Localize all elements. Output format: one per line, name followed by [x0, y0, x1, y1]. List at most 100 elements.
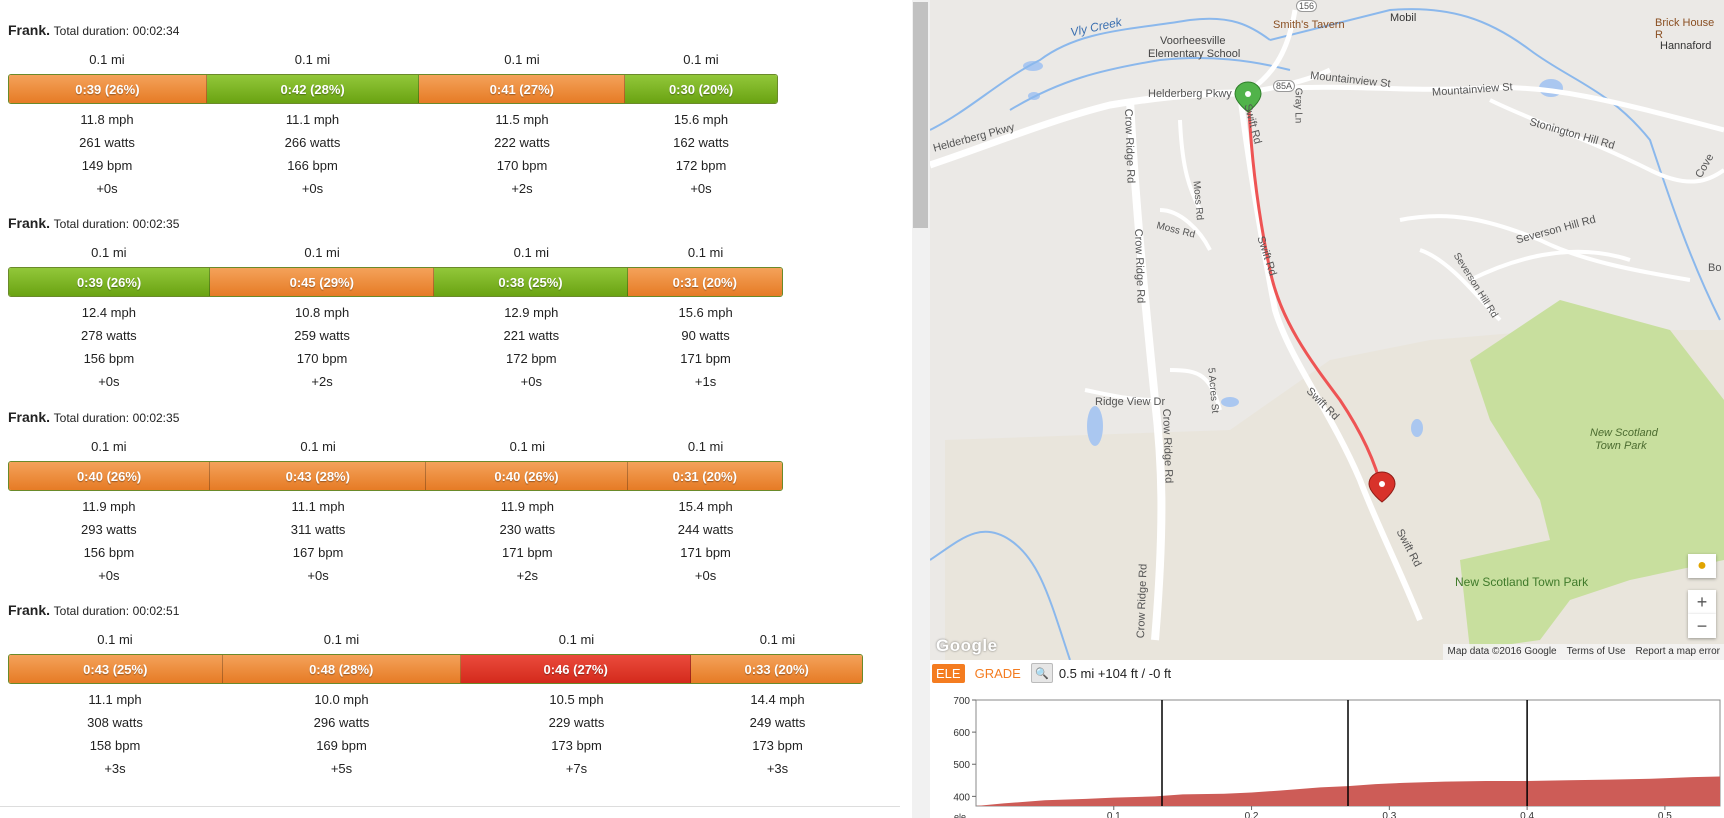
zoom-in-button[interactable]: +	[1688, 590, 1716, 614]
split-speed: 11.9 mph	[500, 499, 554, 514]
split-distance: 0.1 mi	[323, 632, 360, 647]
split-time-segment[interactable]: 0:31 (20%)	[627, 462, 782, 490]
split-time-segment[interactable]: 0:48 (28%)	[222, 655, 461, 683]
heart-rate-row: 156 bpm 170 bpm 172 bpm 171 bpm	[8, 347, 783, 370]
split-watts: 266 watts	[284, 135, 341, 150]
zoom-out-button[interactable]: −	[1688, 614, 1716, 638]
total-duration-label: Total duration:	[53, 24, 130, 38]
speed-row: 11.9 mph 11.1 mph 11.9 mph 15.4 mph	[8, 495, 783, 518]
split-time-segment[interactable]: 0:43 (25%)	[9, 655, 223, 683]
split-time-delta: +0s	[694, 568, 717, 583]
zoom-magnifier-icon[interactable]: 🔍	[1030, 663, 1053, 683]
split-time-bar: 0:39 (26%) 0:45 (29%) 0:38 (25%) 0:31 (20%)	[8, 267, 783, 297]
split-heart-rate: 170 bpm	[496, 158, 548, 173]
split-speed: 11.9 mph	[82, 499, 136, 514]
report-map-error-link[interactable]: Report a map error	[1635, 646, 1720, 657]
split-time-segment[interactable]: 0:38 (25%)	[434, 268, 628, 296]
split-time-segment[interactable]: 0:30 (20%)	[625, 75, 777, 103]
split-time-segment[interactable]: 0:40 (26%)	[9, 462, 211, 490]
split-time-delta: +0s	[307, 568, 329, 583]
split-distance: 0.1 mi	[509, 439, 546, 454]
map-label-mobil: Mobil	[1390, 12, 1417, 24]
split-watts: 308 watts	[87, 715, 143, 730]
split-time-segment[interactable]: 0:40 (26%)	[426, 462, 628, 490]
tab-grade[interactable]: GRADE	[974, 665, 1021, 681]
split-watts: 230 watts	[499, 522, 556, 537]
split-watts: 261 watts	[79, 135, 135, 150]
split-time-segment[interactable]: 0:31 (20%)	[627, 268, 782, 296]
split-speed: 14.4 mph	[750, 692, 805, 707]
speed-row: 12.4 mph 10.8 mph 12.9 mph 15.6 mph	[8, 301, 783, 324]
split-heart-rate: 171 bpm	[680, 351, 731, 366]
x-tick-label: 0.4	[1520, 811, 1534, 818]
split-time-segment[interactable]: 0:41 (27%)	[419, 75, 626, 103]
watts-row: 261 watts 266 watts 222 watts 162 watts	[8, 131, 778, 154]
x-tick-label: 0.1	[1107, 811, 1121, 818]
split-distance: 0.1 mi	[89, 52, 125, 67]
split-distance: 0.1 mi	[513, 245, 550, 260]
time-delta-row: +0s +0s +2s +0s	[8, 177, 778, 200]
split-time-segment[interactable]: 0:46 (27%)	[460, 655, 692, 683]
athlete-name[interactable]: Frank.	[8, 22, 51, 38]
split-time-delta: +0s	[96, 181, 118, 196]
y-tick-label: 500	[953, 760, 970, 771]
terms-of-use-link[interactable]: Terms of Use	[1566, 646, 1626, 657]
split-time-delta: +5s	[330, 761, 353, 776]
effort-block: Frank. Total duration: 00:02:35 0.1 mi 0.1…	[8, 215, 783, 393]
map-label-new-scotland-2: Town Park	[1595, 440, 1647, 452]
split-time-segment[interactable]: 0:39 (26%)	[9, 75, 207, 103]
map-panel: Vly Creek Smith's Tavern Mobil Brick Hou…	[930, 0, 1724, 818]
heart-rate-row: 149 bpm 166 bpm 170 bpm 172 bpm	[8, 154, 778, 177]
split-heart-rate: 166 bpm	[287, 158, 338, 173]
effort-header: Frank. Total duration: 00:02:51	[8, 602, 863, 622]
athlete-name[interactable]: Frank.	[8, 602, 51, 618]
split-time-segment[interactable]: 0:39 (26%)	[9, 268, 211, 296]
x-tick-label: 0.2	[1245, 811, 1259, 818]
distance-row: 0.1 mi 0.1 mi 0.1 mi 0.1 mi	[8, 628, 863, 651]
street-view-pegman-icon[interactable]: ●	[1688, 554, 1716, 578]
elevation-toolbar: ELE GRADE 🔍 0.5 mi +104 ft / -0 ft	[932, 663, 1171, 683]
map-label-voorheesville: Voorheesville	[1160, 35, 1226, 47]
athlete-name[interactable]: Frank.	[8, 215, 51, 231]
split-time-segment[interactable]: 0:42 (28%)	[206, 75, 420, 103]
split-time-delta: +3s	[104, 761, 126, 776]
watts-row: 308 watts 296 watts 229 watts 249 watts	[8, 711, 863, 734]
split-time-delta: +0s	[98, 374, 120, 389]
split-watts: 90 watts	[681, 328, 730, 343]
split-time-delta: +3s	[766, 761, 789, 776]
split-speed: 10.0 mph	[314, 692, 369, 707]
split-speed: 15.6 mph	[673, 112, 729, 127]
split-time-segment[interactable]: 0:45 (29%)	[210, 268, 435, 296]
split-distance: 0.1 mi	[294, 52, 331, 67]
distance-row: 0.1 mi 0.1 mi 0.1 mi 0.1 mi	[8, 435, 783, 458]
split-distance: 0.1 mi	[91, 245, 127, 260]
split-heart-rate: 167 bpm	[292, 545, 344, 560]
athlete-name[interactable]: Frank.	[8, 409, 51, 425]
map-label-new-scotland-1: New Scotland	[1590, 427, 1658, 439]
split-watts: 259 watts	[294, 328, 350, 343]
x-tick-label: 0.5	[1658, 811, 1672, 818]
tab-ele[interactable]: ELE	[932, 663, 965, 683]
elevation-chart[interactable]: 400 500 600 700 0.1 0.2 0.3 0.4 0.5 ele	[930, 686, 1724, 818]
map-label-ridge-view: Ridge View Dr	[1095, 396, 1166, 408]
split-speed: 11.1 mph	[285, 112, 340, 127]
time-delta-row: +0s +0s +2s +0s	[8, 564, 783, 587]
split-distance: 0.1 mi	[687, 245, 724, 260]
split-distance: 0.1 mi	[304, 245, 340, 260]
total-duration-label: Total duration:	[53, 604, 130, 618]
split-time-bar: 0:43 (25%) 0:48 (28%) 0:46 (27%) 0:33 (20%)	[8, 654, 863, 684]
split-distance: 0.1 mi	[504, 52, 540, 67]
heart-rate-row: 158 bpm 169 bpm 173 bpm 173 bpm	[8, 734, 863, 757]
split-time-delta: +7s	[565, 761, 588, 776]
split-time-segment[interactable]: 0:33 (20%)	[691, 655, 862, 683]
split-distance: 0.1 mi	[683, 52, 719, 67]
heart-rate-row: 156 bpm 167 bpm 171 bpm 171 bpm	[8, 541, 783, 564]
map-canvas[interactable]	[930, 0, 1724, 660]
split-time-segment[interactable]: 0:43 (28%)	[210, 462, 427, 490]
effort-header: Frank. Total duration: 00:02:35	[8, 215, 783, 235]
scrollbar-thumb[interactable]	[913, 2, 928, 228]
route-map[interactable]: Vly Creek Smith's Tavern Mobil Brick Hou…	[930, 0, 1724, 660]
time-delta-row: +0s +2s +0s +1s	[8, 370, 783, 393]
split-speed: 11.8 mph	[80, 112, 134, 127]
elevation-summary: 0.5 mi +104 ft / -0 ft	[1058, 665, 1172, 681]
